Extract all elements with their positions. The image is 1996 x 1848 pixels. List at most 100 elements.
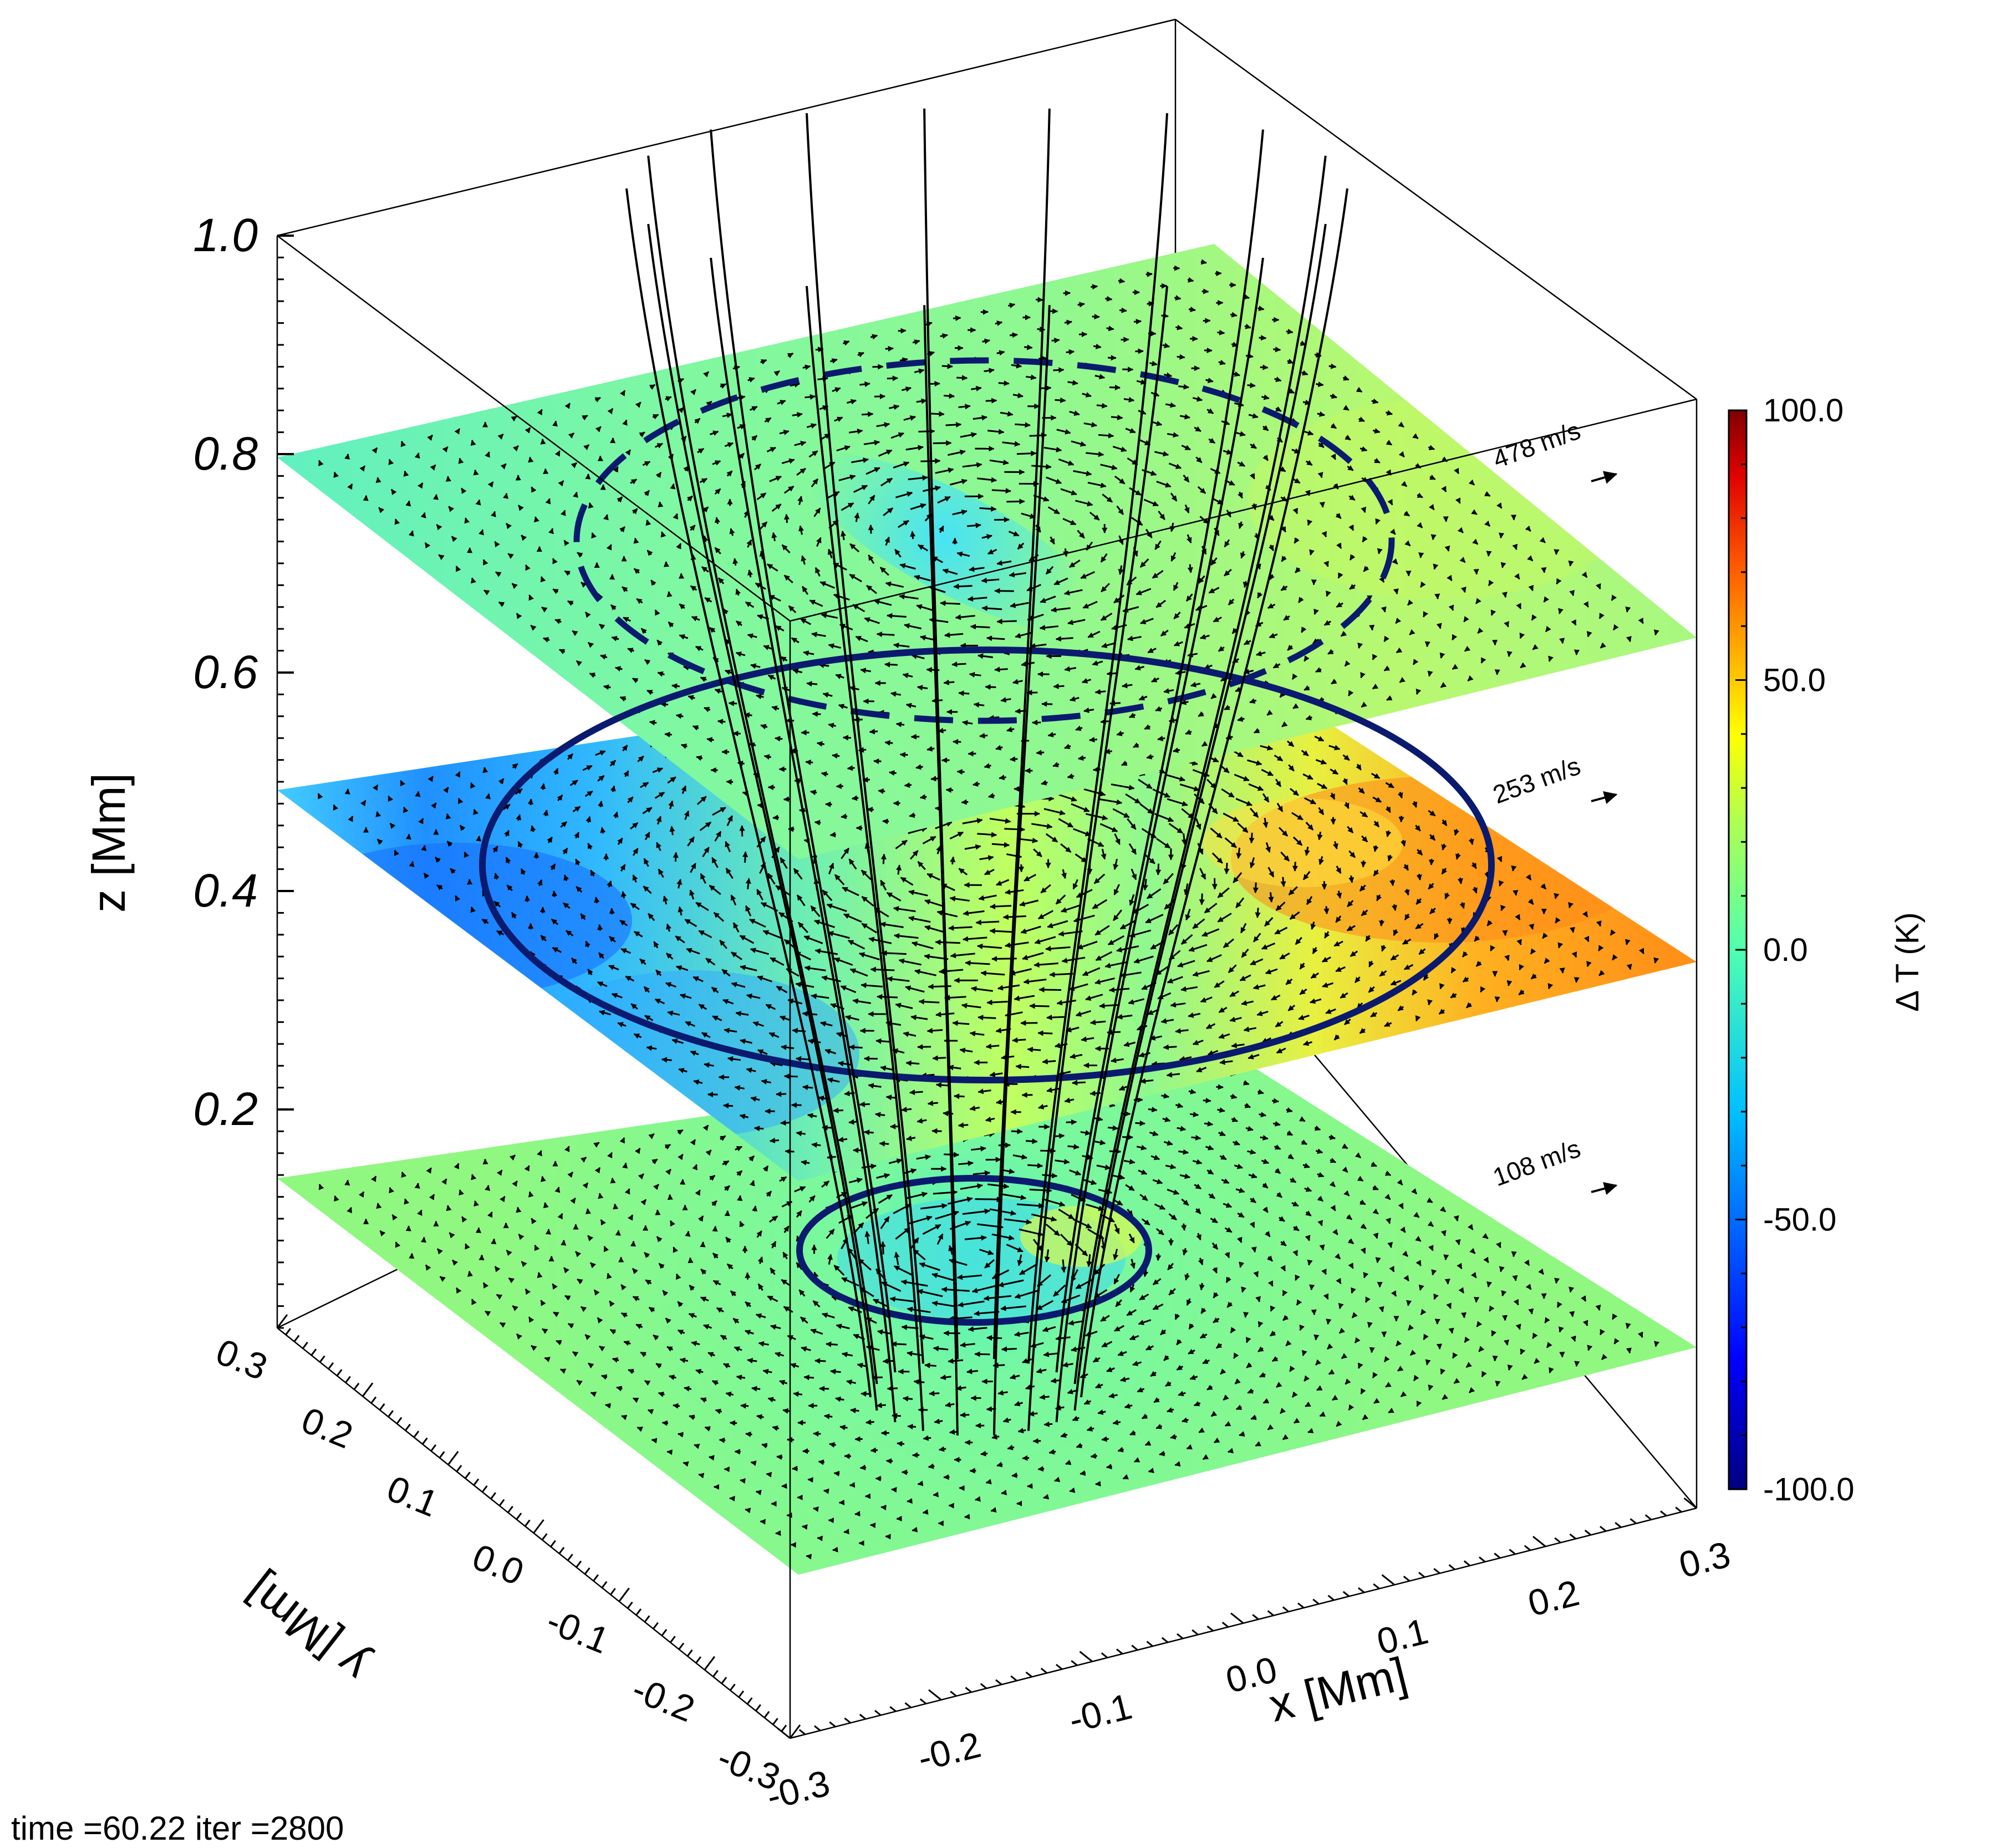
velocity-arrow bbox=[425, 1264, 431, 1271]
velocity-arrow bbox=[740, 1478, 746, 1484]
velocity-arrow bbox=[1507, 1364, 1513, 1371]
velocity-arrow bbox=[1094, 689, 1106, 695]
velocity-arrow bbox=[1250, 1197, 1256, 1204]
velocity-arrow bbox=[1255, 908, 1261, 918]
z-axis-minor-ticks bbox=[277, 235, 284, 1329]
x-tick bbox=[1177, 1633, 1184, 1640]
velocity-arrow bbox=[898, 328, 907, 334]
x-tick bbox=[1524, 1545, 1531, 1551]
velocity-arrow bbox=[859, 1286, 874, 1297]
colorbar-tick-label: 100.0 bbox=[1763, 393, 1844, 429]
velocity-arrow bbox=[712, 1253, 719, 1259]
y-tick bbox=[319, 1355, 325, 1363]
velocity-arrow bbox=[725, 1236, 732, 1243]
velocity-arrow bbox=[1357, 642, 1363, 649]
velocity-arrow bbox=[920, 1203, 948, 1210]
velocity-arrow bbox=[757, 1256, 763, 1264]
velocity-arrow bbox=[1211, 1242, 1219, 1250]
velocity-arrow bbox=[688, 1313, 697, 1318]
velocity-arrow bbox=[1012, 1154, 1028, 1160]
velocity-arrow bbox=[1039, 1394, 1050, 1400]
velocity-arrow bbox=[1554, 893, 1560, 899]
velocity-arrow bbox=[678, 1154, 684, 1160]
velocity-arrow bbox=[1107, 1125, 1119, 1131]
x-tick bbox=[1683, 1497, 1697, 1509]
velocity-arrow bbox=[1118, 278, 1126, 284]
x-tick bbox=[1569, 1533, 1576, 1540]
velocity-arrow bbox=[475, 499, 481, 506]
velocity-arrow bbox=[842, 735, 851, 741]
velocity-arrow bbox=[998, 380, 1010, 386]
velocity-arrow bbox=[935, 1082, 950, 1088]
velocity-arrow bbox=[769, 1215, 778, 1223]
velocity-arrow bbox=[1017, 1254, 1023, 1266]
velocity-arrow bbox=[1446, 1302, 1452, 1309]
velocity-arrow bbox=[1159, 1450, 1165, 1457]
velocity-arrow bbox=[833, 1470, 840, 1477]
velocity-arrow bbox=[989, 1208, 1017, 1216]
velocity-arrow bbox=[1252, 882, 1259, 894]
velocity-arrow bbox=[1200, 259, 1207, 265]
velocity-arrow bbox=[1191, 1134, 1201, 1141]
velocity-arrow bbox=[1546, 1342, 1552, 1348]
velocity-arrow bbox=[1574, 977, 1580, 983]
y-tick-label: -0.2 bbox=[627, 1668, 700, 1729]
velocity-arrow bbox=[1257, 306, 1265, 312]
velocity-arrow bbox=[749, 1180, 755, 1187]
velocity-arrow bbox=[1004, 826, 1026, 832]
speed-label-middle: 253 m/s bbox=[1489, 751, 1618, 809]
velocity-arrow bbox=[1504, 621, 1509, 628]
velocity-arrow bbox=[1323, 906, 1330, 915]
velocity-arrow bbox=[1161, 1093, 1170, 1099]
velocity-arrow bbox=[1139, 1194, 1148, 1202]
velocity-arrow bbox=[446, 1205, 452, 1211]
velocity-arrow bbox=[758, 1341, 769, 1347]
x-tick bbox=[829, 1721, 836, 1728]
y-tick bbox=[498, 1499, 505, 1506]
velocity-arrow bbox=[876, 1173, 890, 1179]
velocity-arrow bbox=[1384, 1170, 1392, 1176]
velocity-arrow bbox=[622, 1162, 628, 1169]
velocity-arrow bbox=[720, 1335, 727, 1341]
velocity-arrow bbox=[677, 1129, 684, 1136]
velocity-arrow bbox=[971, 1146, 986, 1152]
velocity-arrow bbox=[745, 1301, 751, 1307]
velocity-arrow bbox=[730, 1290, 737, 1297]
velocity-arrow bbox=[875, 1038, 889, 1044]
velocity-arrow bbox=[739, 1221, 745, 1228]
velocity-arrow bbox=[1181, 1198, 1189, 1206]
velocity-arrow bbox=[525, 1288, 531, 1295]
y-tick bbox=[584, 1567, 590, 1575]
x-axis-tick-labels: -0.3-0.2-0.10.00.10.20.3 bbox=[762, 1534, 1734, 1818]
velocity-arrow bbox=[644, 1251, 650, 1259]
y-tick bbox=[507, 1505, 513, 1513]
velocity-arrow bbox=[512, 1305, 518, 1311]
velocity-arrow bbox=[1373, 1233, 1379, 1239]
y-tick bbox=[421, 1437, 428, 1445]
x-tick bbox=[1297, 1602, 1305, 1609]
velocity-arrow bbox=[1434, 593, 1440, 600]
velocity-arrow bbox=[936, 1233, 944, 1245]
x-tick bbox=[1146, 1641, 1153, 1647]
velocity-arrow bbox=[1178, 384, 1189, 390]
velocity-arrow bbox=[1016, 450, 1037, 456]
velocity-arrow bbox=[1199, 1282, 1205, 1291]
velocity-arrow bbox=[1055, 1159, 1070, 1165]
velocity-arrow bbox=[796, 1210, 802, 1218]
y-tick bbox=[490, 1492, 497, 1500]
velocity-arrow bbox=[1301, 1350, 1307, 1356]
velocity-arrow bbox=[964, 1514, 970, 1520]
velocity-arrow bbox=[1587, 1345, 1593, 1351]
velocity-arrow bbox=[1123, 1159, 1136, 1165]
velocity-arrow bbox=[1178, 1149, 1189, 1155]
velocity-arrow bbox=[318, 1184, 324, 1190]
velocity-arrow bbox=[1569, 926, 1575, 933]
velocity-arrow bbox=[1524, 1259, 1530, 1266]
velocity-arrow bbox=[1361, 860, 1367, 868]
velocity-arrow bbox=[964, 1235, 987, 1241]
velocity-arrow bbox=[1319, 502, 1325, 508]
velocity-arrow bbox=[1595, 583, 1601, 590]
velocity-arrow bbox=[1342, 1167, 1348, 1173]
velocity-arrow bbox=[1532, 1332, 1538, 1339]
x-tick bbox=[980, 1683, 987, 1689]
